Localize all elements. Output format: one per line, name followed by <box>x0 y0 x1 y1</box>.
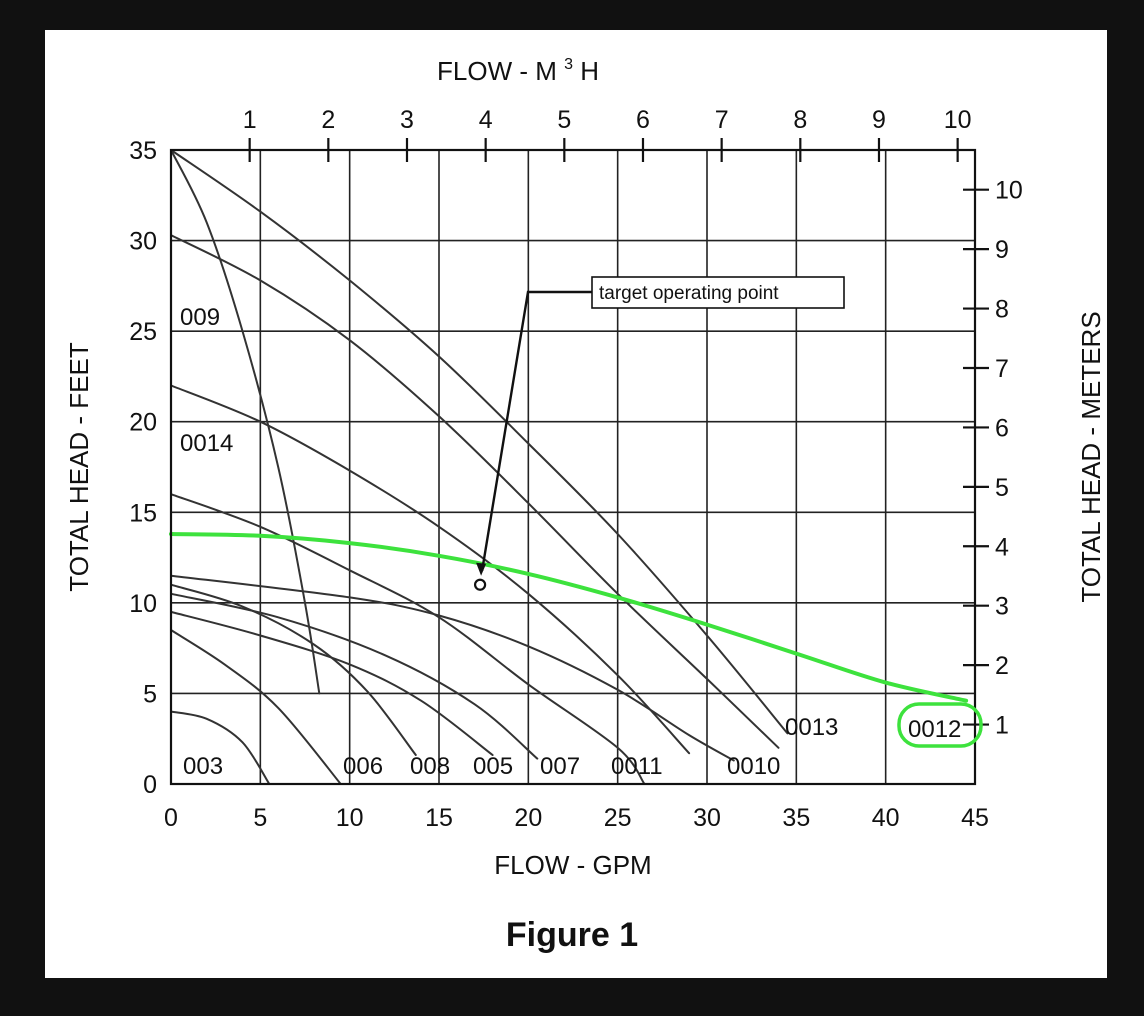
plot-frame <box>169 148 977 786</box>
y-right-tick-label: 6 <box>995 414 1009 442</box>
curve-label-008: 008 <box>410 753 450 780</box>
x-top-tick-label: 4 <box>479 106 493 134</box>
y-tick-label: 10 <box>129 590 157 618</box>
series-line-unlabeled <box>170 149 789 735</box>
curve-label-0013: 0013 <box>785 714 838 741</box>
x-top-tick-label: 5 <box>557 106 571 134</box>
y-right-tick-label: 3 <box>995 593 1009 621</box>
y-tick-label: 25 <box>129 318 157 346</box>
series-line-005 <box>170 610 494 756</box>
y-right-tick-label: 4 <box>995 533 1009 561</box>
y-tick-label: 5 <box>143 680 157 708</box>
figure-caption: Figure 1 <box>505 916 639 954</box>
series-line-009 <box>170 149 321 695</box>
curve-label-003: 003 <box>183 753 223 780</box>
x-top-tick-label: 10 <box>944 106 972 134</box>
x-top-tick-label: 2 <box>321 106 335 134</box>
x-tick-label: 40 <box>872 804 900 832</box>
highlight-0012-ellipse <box>897 702 983 748</box>
y-tick-label: 35 <box>129 137 157 165</box>
y-tick-label: 30 <box>129 228 157 256</box>
grid <box>171 150 975 784</box>
y-right-tick-label: 8 <box>995 296 1009 324</box>
x-tick-label: 25 <box>604 804 632 832</box>
x-tick-label: 15 <box>425 804 453 832</box>
x-top-tick-label: 3 <box>400 106 414 134</box>
annotations: target operating point <box>473 276 983 748</box>
series-line-0013 <box>170 234 780 749</box>
curve-label-009: 009 <box>180 304 220 331</box>
series-line-0014 <box>170 384 691 755</box>
series-line-006 <box>170 629 342 785</box>
series-line-007 <box>170 592 539 760</box>
x-tick-label: 0 <box>164 804 178 832</box>
x-tick-label: 10 <box>336 804 364 832</box>
y-right-tick-label: 2 <box>995 652 1009 680</box>
target-operating-point-marker <box>473 578 487 591</box>
x-axis-title: FLOW - GPM <box>494 850 651 880</box>
series-line-0011 <box>170 493 646 785</box>
curve-label-006: 006 <box>343 753 383 780</box>
target-callout-box <box>591 276 845 309</box>
curve-label-0011: 0011 <box>611 753 663 780</box>
x-tick-label: 20 <box>514 804 542 832</box>
y-right-tick-label: 9 <box>995 236 1009 264</box>
target-callout-label: target operating point <box>599 283 779 304</box>
curve-label-007: 007 <box>540 753 580 780</box>
series-line-0010 <box>170 574 735 762</box>
figure-panel <box>45 30 1107 978</box>
y-right-tick-label: 10 <box>995 177 1023 205</box>
series-lines <box>169 149 969 785</box>
curve-label-0012: 0012 <box>908 716 961 743</box>
y-right-tick-label: 7 <box>995 355 1009 383</box>
x-tick-label: 5 <box>253 804 267 832</box>
x-top-tick-label: 1 <box>243 106 257 134</box>
curve-label-0010: 0010 <box>727 753 780 780</box>
y-axis-title: TOTAL HEAD - FEET <box>64 342 94 592</box>
x-tick-label: 45 <box>961 804 989 832</box>
y-right-tick-label: 1 <box>995 712 1009 740</box>
x-top-tick-label: 7 <box>715 106 729 134</box>
x-tick-label: 30 <box>693 804 721 832</box>
y-tick-label: 15 <box>129 499 157 527</box>
y-tick-label: 0 <box>143 771 157 799</box>
target-leader-line <box>480 290 592 571</box>
x-tick-label: 35 <box>782 804 810 832</box>
curve-label-005: 005 <box>473 753 513 780</box>
series-line-008 <box>170 583 417 756</box>
target-arrowhead <box>476 562 487 576</box>
x-top-tick-label: 8 <box>793 106 807 134</box>
axes <box>169 138 989 786</box>
series-line-0012 <box>169 532 969 703</box>
x-top-axis-title: FLOW - M 3 H <box>437 56 599 86</box>
y-right-axis-title: TOTAL HEAD - METERS <box>1076 311 1106 602</box>
x-top-tick-label: 9 <box>872 106 886 134</box>
series-line-003 <box>170 710 271 785</box>
curve-label-0014: 0014 <box>180 430 233 457</box>
y-tick-label: 20 <box>129 409 157 437</box>
x-top-tick-label: 6 <box>636 106 650 134</box>
y-right-tick-label: 5 <box>995 474 1009 502</box>
